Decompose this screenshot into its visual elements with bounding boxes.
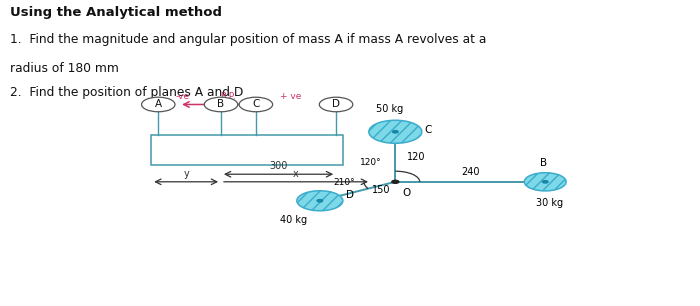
Text: 1.  Find the magnitude and angular position of mass A if mass A revolves at a: 1. Find the magnitude and angular positi… — [10, 33, 486, 46]
Text: x: x — [293, 169, 299, 179]
Text: D: D — [346, 190, 354, 200]
Text: 40 kg: 40 kg — [280, 215, 307, 225]
Text: R.P.: R.P. — [220, 91, 236, 101]
Text: + ve: + ve — [280, 91, 302, 101]
Text: -ve: -ve — [176, 91, 190, 101]
Text: C: C — [425, 125, 432, 135]
Circle shape — [542, 181, 548, 183]
Text: 210°: 210° — [333, 178, 355, 187]
Text: 2.  Find the position of planes A and D: 2. Find the position of planes A and D — [10, 86, 243, 99]
Text: 30 kg: 30 kg — [536, 198, 563, 207]
Text: 120°: 120° — [360, 158, 382, 167]
Circle shape — [297, 191, 343, 211]
Circle shape — [239, 97, 272, 112]
Text: O: O — [402, 188, 410, 198]
Circle shape — [524, 173, 566, 191]
Text: B: B — [540, 159, 547, 169]
Text: Using the Analytical method: Using the Analytical method — [10, 6, 222, 19]
Circle shape — [204, 97, 238, 112]
Text: C: C — [252, 99, 260, 110]
Text: y: y — [183, 169, 189, 179]
Text: 240: 240 — [461, 167, 480, 177]
Circle shape — [369, 120, 422, 143]
Text: A: A — [155, 99, 162, 110]
Circle shape — [141, 97, 175, 112]
Text: radius of 180 mm: radius of 180 mm — [10, 62, 118, 75]
Circle shape — [319, 97, 353, 112]
Text: 300: 300 — [270, 161, 288, 170]
Circle shape — [392, 180, 399, 183]
Text: D: D — [332, 99, 340, 110]
Circle shape — [317, 200, 323, 202]
Text: 50 kg: 50 kg — [376, 104, 403, 114]
Text: 120: 120 — [407, 152, 425, 162]
Text: B: B — [218, 99, 225, 110]
Bar — [151, 135, 343, 165]
Circle shape — [393, 131, 398, 133]
Text: 150: 150 — [372, 185, 390, 195]
